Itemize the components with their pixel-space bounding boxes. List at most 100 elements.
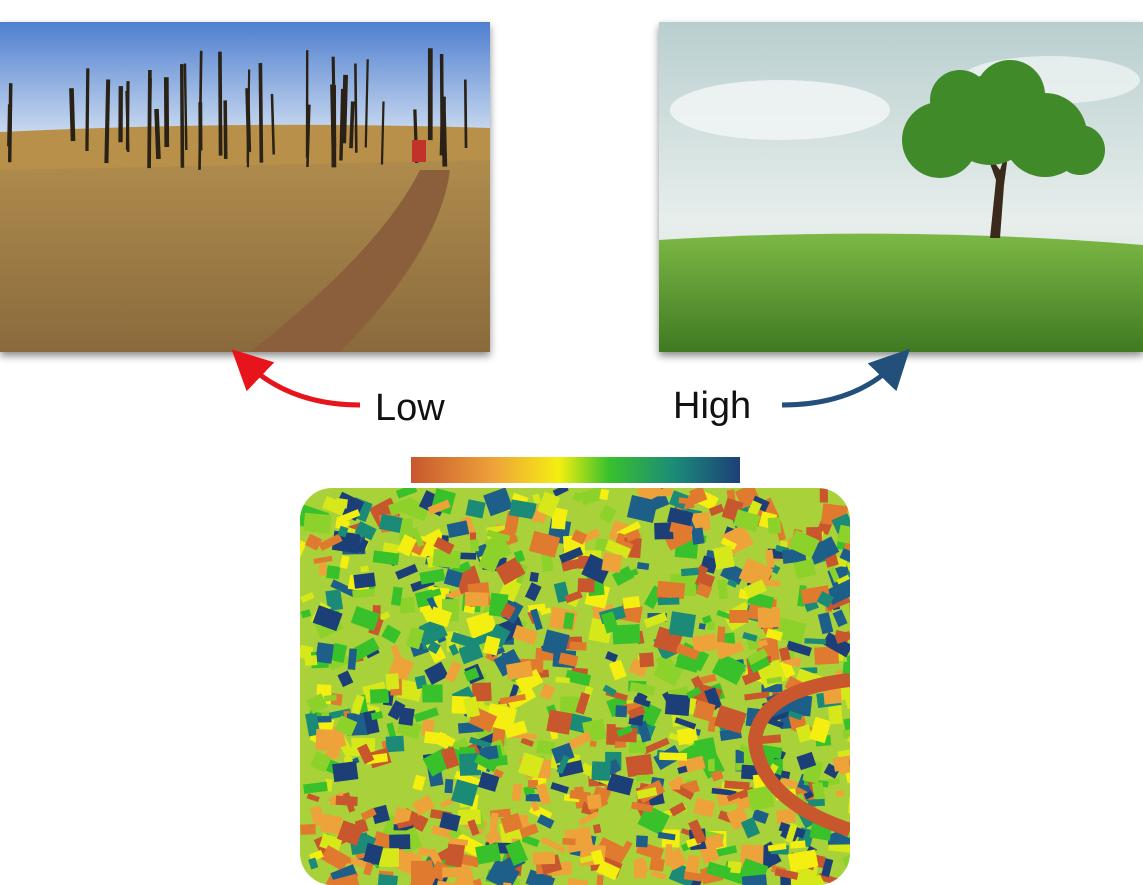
map-patch [636, 835, 648, 847]
map-patch [639, 652, 654, 667]
map-patch [636, 775, 651, 782]
map-patch [848, 798, 874, 815]
index-map [294, 480, 874, 885]
map-patch [623, 596, 640, 609]
snag [465, 80, 466, 148]
map-patch [332, 761, 358, 782]
map-patch [386, 673, 400, 689]
map-patch [776, 809, 796, 824]
snag [442, 54, 443, 144]
map-patch [665, 694, 691, 716]
map-patch [578, 578, 595, 592]
map-patch [729, 610, 748, 623]
grass [659, 234, 1143, 352]
map-patch [717, 626, 726, 644]
map-patch [326, 565, 340, 579]
map-patch [699, 623, 706, 630]
diagram: Low High [0, 0, 1143, 885]
map-patch [836, 878, 847, 885]
map-patch [303, 513, 331, 534]
snag [220, 52, 221, 156]
snag [248, 93, 249, 163]
map-patch [353, 572, 375, 588]
snag [351, 101, 353, 148]
map-patch [316, 716, 331, 723]
map-patch [847, 654, 871, 668]
low-label: Low [375, 387, 445, 429]
map-patch [315, 642, 334, 664]
map-patch [625, 754, 653, 777]
map-patch [399, 597, 415, 614]
map-patch [612, 624, 640, 644]
map-patch [657, 581, 686, 599]
page: Low High [0, 0, 1143, 885]
map-patch [465, 499, 485, 518]
map-patch [460, 552, 477, 559]
map-patch [422, 685, 442, 703]
high-photo [659, 22, 1143, 352]
snag [382, 101, 384, 164]
snag [157, 109, 159, 159]
map-patch [465, 592, 489, 607]
hiker [412, 140, 426, 162]
map-patch [304, 655, 317, 666]
map-patch [386, 736, 405, 753]
snag [333, 57, 335, 147]
map-patch [562, 838, 576, 845]
map-patch [555, 677, 570, 684]
map-patch [820, 488, 828, 502]
high-arrow [782, 363, 896, 405]
map-patch [590, 741, 597, 747]
map-patch [345, 858, 352, 864]
map-patch [849, 602, 871, 622]
low-arrow [246, 363, 360, 405]
map-patch [717, 580, 728, 600]
map-patch [768, 517, 782, 534]
snag [127, 91, 129, 152]
map-patch [672, 779, 680, 789]
map-patch [546, 710, 572, 735]
snag [149, 78, 150, 162]
map-patch [615, 705, 627, 717]
map-patch [529, 572, 538, 582]
map-patch [587, 794, 602, 809]
high-label: High [673, 385, 751, 427]
map-patch [707, 622, 716, 630]
map-patch [442, 867, 459, 877]
low-photo [0, 22, 490, 352]
map-patch [533, 852, 556, 865]
map-patch [315, 729, 341, 751]
map-patch [669, 611, 696, 637]
map-patch [569, 642, 586, 651]
map-patch [828, 706, 843, 725]
map-patch [411, 861, 430, 883]
color-bar [411, 457, 740, 483]
map-patch [319, 563, 327, 576]
map-patch [389, 834, 410, 849]
map-patch [849, 759, 868, 766]
map-patch [300, 824, 316, 835]
map-patch [336, 796, 358, 807]
map-patch [804, 638, 826, 644]
map-patch [591, 761, 610, 781]
map-patch [444, 779, 453, 793]
snag [344, 75, 346, 143]
map-patch [713, 546, 735, 570]
snag [10, 83, 11, 162]
snag [185, 63, 186, 149]
snag [260, 63, 261, 163]
snag [87, 68, 88, 151]
map-patch [659, 752, 687, 760]
map-patch [424, 731, 446, 745]
map-patch [512, 783, 523, 801]
map-patch [691, 527, 704, 544]
map-patch [601, 553, 622, 573]
snag [272, 94, 274, 154]
snag [106, 80, 108, 164]
map-patch [370, 689, 389, 704]
map-patch [657, 489, 673, 497]
map-patch [658, 597, 680, 605]
snag [355, 63, 356, 152]
map-patch [649, 857, 665, 871]
cloud [670, 80, 890, 140]
